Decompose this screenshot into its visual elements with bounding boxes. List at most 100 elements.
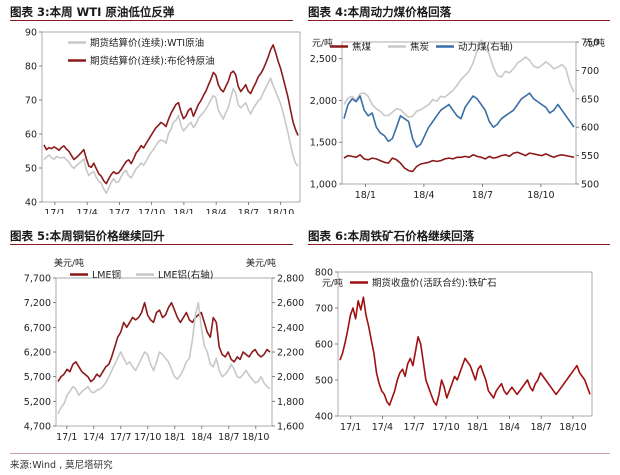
x-tick-label: 18/10: [527, 190, 554, 201]
y-tick-label: 1,000: [310, 180, 337, 191]
series-line: [57, 301, 271, 383]
y-tick-label: 1,500: [310, 138, 337, 149]
y-tick-label: 7,200: [24, 298, 51, 309]
title-rule: [10, 244, 293, 245]
series-line: [343, 151, 575, 173]
x-tick-label: 18/4: [205, 208, 226, 214]
y-tick-label: 60: [25, 130, 37, 141]
y2-tick-label: 600: [581, 123, 599, 134]
y-tick-label: 70: [25, 96, 37, 107]
series-line: [343, 39, 575, 118]
x-tick-label: 18/7: [218, 432, 239, 443]
y-tick-label: 4,700: [24, 422, 51, 433]
series-line: [343, 92, 575, 148]
coal-price-chart: 1,0001,5002,0002,500500550600650700750元/…: [310, 37, 605, 201]
x-tick-label: 18/7: [531, 422, 552, 433]
legend-label: LME铝(右轴): [158, 269, 213, 281]
legend-label: 期货结算价(连续):布伦特原油: [90, 55, 215, 67]
y-tick-label: 800: [315, 268, 333, 279]
series-line: [43, 44, 299, 185]
x-tick-label: 18/4: [191, 432, 212, 443]
y-tick-label: 80: [25, 62, 37, 73]
panel-title-coal: 图表 4:本周动力煤价格回落: [308, 5, 452, 19]
y-tick-label: 500: [315, 376, 333, 387]
y2-tick-label: 2,400: [277, 323, 304, 334]
y-tick-label: 2,500: [310, 54, 337, 65]
y2-tick-label: 2,800: [277, 274, 304, 285]
y-axis-unit: 元/吨: [322, 277, 343, 289]
plot-frame: [41, 31, 301, 203]
series-line: [43, 77, 299, 194]
plot-frame: [55, 277, 273, 427]
x-tick-label: 18/7: [472, 190, 493, 201]
x-tick-label: 18/4: [413, 190, 434, 201]
series-line: [339, 296, 591, 406]
x-tick-label: 17/1: [56, 432, 77, 443]
y-tick-label: 2,000: [310, 96, 337, 107]
x-tick-label: 18/1: [355, 190, 376, 201]
y2-tick-label: 700: [581, 66, 599, 77]
x-tick-label: 17/4: [76, 208, 97, 214]
legend-label: LME铜: [92, 269, 121, 281]
title-rule: [308, 20, 610, 21]
title-rule: [10, 20, 293, 21]
panel-title-iron-ore: 图表 6:本周铁矿石价格继续回落: [308, 229, 475, 243]
y2-tick-label: 2,000: [277, 372, 304, 383]
y-tick-label: 7,700: [24, 274, 51, 285]
x-tick-label: 17/4: [372, 422, 393, 433]
x-tick-label: 18/10: [267, 208, 294, 214]
y2-tick-label: 1,800: [277, 397, 304, 408]
y-tick-label: 700: [315, 304, 333, 315]
y2-axis-unit: 美元/吨: [246, 257, 276, 269]
panel-title-oil: 图表 3:本周 WTI 原油低位反弹: [10, 5, 175, 19]
x-tick-label: 18/10: [242, 432, 269, 443]
y2-tick-label: 750: [581, 38, 599, 49]
x-tick-label: 18/7: [238, 208, 259, 214]
legend-label: 焦煤: [352, 41, 372, 53]
y-tick-label: 6,700: [24, 323, 51, 334]
y-axis-unit: 元/吨: [312, 37, 333, 49]
x-tick-label: 17/7: [109, 208, 130, 214]
legend-label: 期货结算价(连续):WTI原油: [90, 37, 204, 49]
x-tick-label: 17/4: [83, 432, 104, 443]
y2-tick-label: 500: [581, 180, 599, 191]
y-tick-label: 5,700: [24, 372, 51, 383]
metals-price-chart: 4,700 5,200 5,700 6,200 6,700 7,200 7,700 1,600…: [24, 257, 304, 443]
x-tick-label: 17/10: [134, 432, 161, 443]
legend-label: 动力煤(右轴): [458, 41, 513, 53]
plot-frame: [337, 271, 593, 417]
legend-label: 焦炭: [410, 41, 430, 53]
plot-frame: [341, 41, 577, 185]
panel-title-metals: 图表 5:本周铜铝价格继续回升: [10, 229, 165, 243]
x-tick-label: 18/4: [499, 422, 520, 433]
y2-tick-label: 2,600: [277, 298, 304, 309]
y2-tick-label: 1,600: [277, 422, 304, 433]
x-tick-label: 17/1: [44, 208, 65, 214]
legend-label: 期货收盘价(活跃合约):铁矿石: [372, 277, 497, 289]
y-tick-label: 90: [25, 28, 37, 39]
x-tick-label: 17/10: [138, 208, 165, 214]
y-tick-label: 5,200: [24, 397, 51, 408]
y-tick-label: 40: [25, 198, 37, 209]
oil-price-chart: 40 50 60 70 80 90 17/1 17/4 17/7 17/10 18/1 18/4 18/…: [25, 28, 301, 214]
footer-rule: [10, 453, 610, 454]
y-tick-label: 400: [315, 412, 333, 423]
y-tick-label: 6,200: [24, 348, 51, 359]
x-tick-label: 17/1: [340, 422, 361, 433]
y-tick-label: 50: [25, 164, 37, 175]
y2-tick-label: 650: [581, 94, 599, 105]
x-tick-label: 18/1: [467, 422, 488, 433]
x-tick-label: 17/7: [404, 422, 425, 433]
y2-tick-label: 2,200: [277, 348, 304, 359]
y2-axis-unit: 元/吨: [584, 37, 605, 49]
y-tick-label: 600: [315, 340, 333, 351]
x-tick-label: 17/10: [432, 422, 459, 433]
title-rule: [308, 244, 610, 245]
y2-tick-label: 550: [581, 151, 599, 162]
x-tick-label: 18/1: [164, 432, 185, 443]
x-tick-label: 17/7: [110, 432, 131, 443]
source-note: 来源:Wind , 莫尼塔研究: [10, 460, 113, 471]
y-axis-unit: 美元/吨: [54, 257, 84, 269]
series-line: [57, 301, 271, 415]
